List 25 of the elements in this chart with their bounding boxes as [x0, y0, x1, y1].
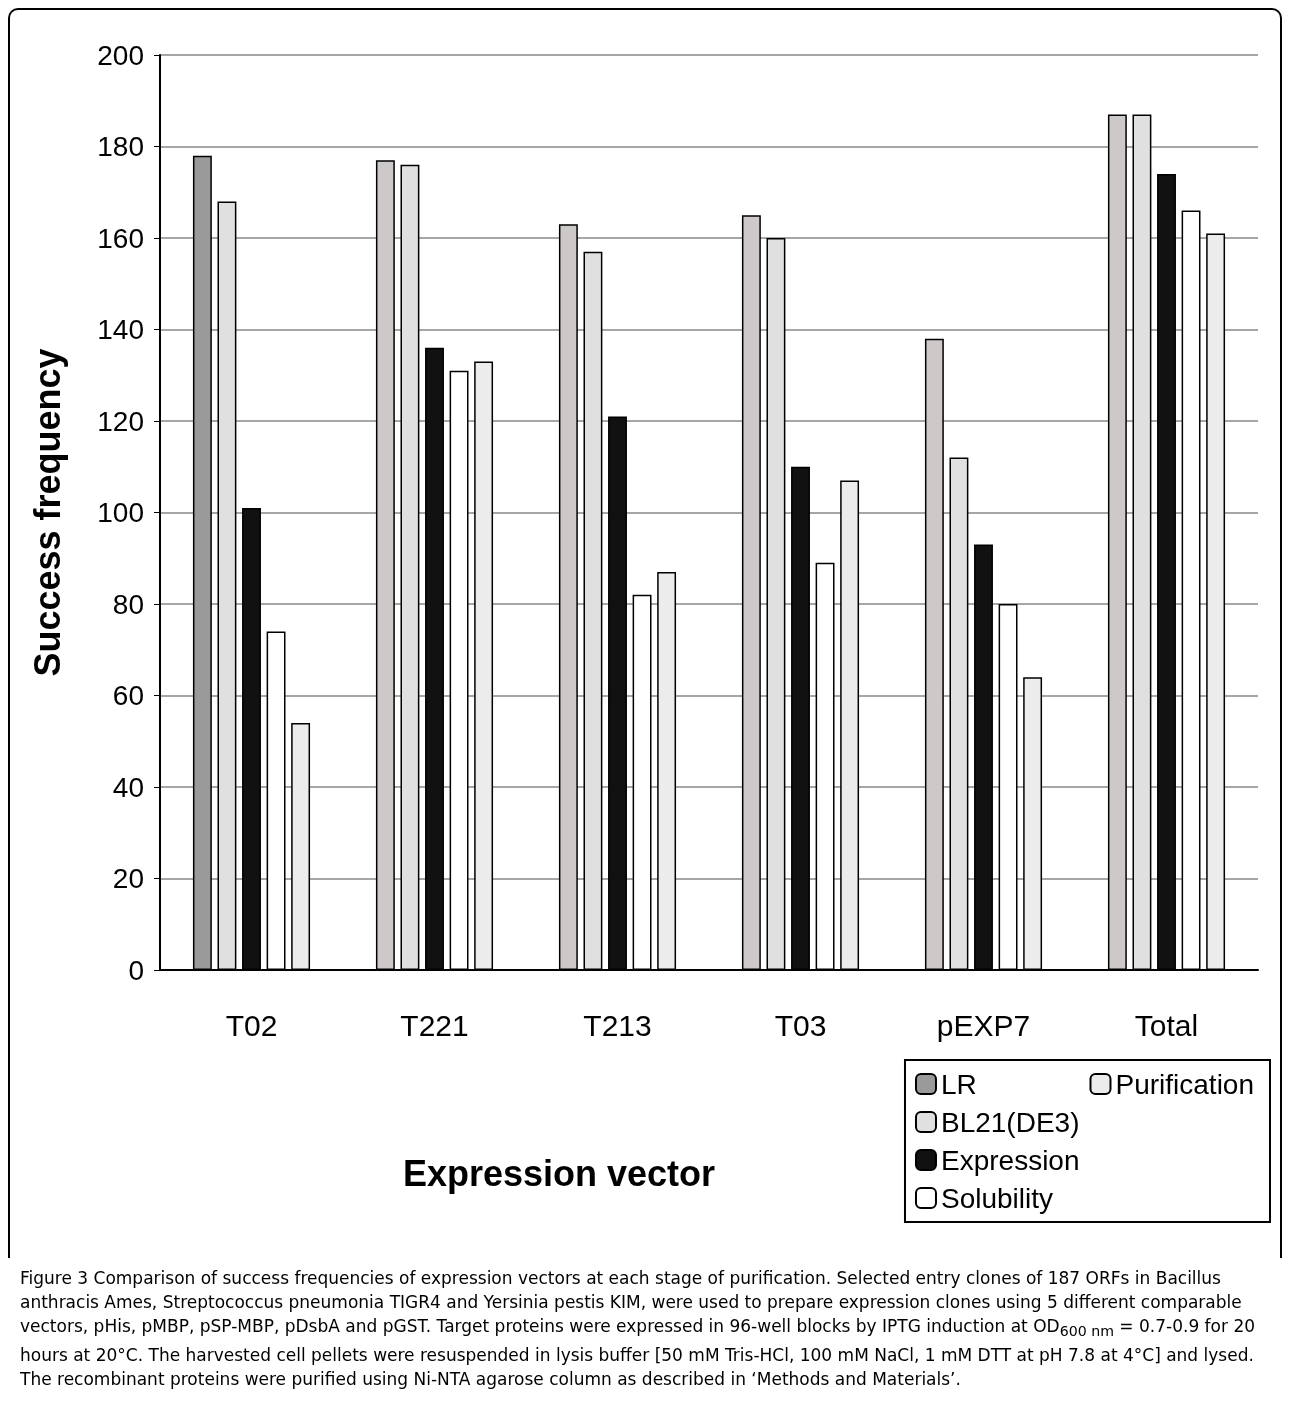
y-axis-title: Success frequency: [26, 348, 68, 677]
y-tick-label: 120: [97, 405, 144, 437]
x-axis-title: Expression vector: [402, 1152, 716, 1194]
x-tick-label: T213: [583, 1008, 652, 1042]
legend-label: Purification: [1115, 1068, 1255, 1100]
x-tick-label: T221: [400, 1008, 469, 1042]
y-tick-label: 0: [128, 954, 144, 986]
legend-label: LR: [940, 1068, 977, 1100]
legend-label: Solubility: [940, 1182, 1054, 1214]
x-tick-label: T02: [225, 1008, 278, 1042]
y-tick-label: 160: [97, 222, 144, 254]
y-tick-label: 20: [112, 863, 144, 894]
y-tick-label: 180: [97, 131, 144, 162]
x-tick-label: T03: [774, 1008, 827, 1042]
y-tick-label: 40: [112, 771, 144, 803]
y-tick-label: 80: [112, 588, 144, 620]
y-tick-label: 100: [97, 497, 144, 528]
y-tick-label: 60: [112, 680, 144, 711]
x-tick-label: pEXP7: [936, 1008, 1031, 1042]
legend-label: BL21(DE3): [940, 1106, 1080, 1138]
y-tick-label: 200: [97, 39, 144, 71]
x-tick-label: Total: [1134, 1008, 1199, 1042]
legend-label: Expression: [940, 1144, 1080, 1176]
caption: Figure 3 Comparison of success frequencies of expression vectors at each stage of purification. Selected entry clones of 187 ORFs in Bacillus anthracis Ames, Streptococcus pneumonia TIGR4 and Yersinia pestis KIM, were used to prepare expression clones using 5 different comparable vectors, pHis, pMBP, pSP-MBP, pDsbA and pGST. Target proteins were expressed in 96-well blocks by IPTG induction at OD$_{600 nm}$ = 0.7-0.9 for 20 hours at 20°C. The harvested cell pellets were resuspended in lysis buffer [50 mM Tris-HCl, 100 mM NaCl, 1 mM DTT at pH 7.8 at 4°C] and lysed. The recombinant proteins were purified using Ni-NTA agarose column as described in ‘Methods and Materials’.: [19, 1267, 1256, 1392]
y-tick-label: 140: [97, 314, 144, 345]
